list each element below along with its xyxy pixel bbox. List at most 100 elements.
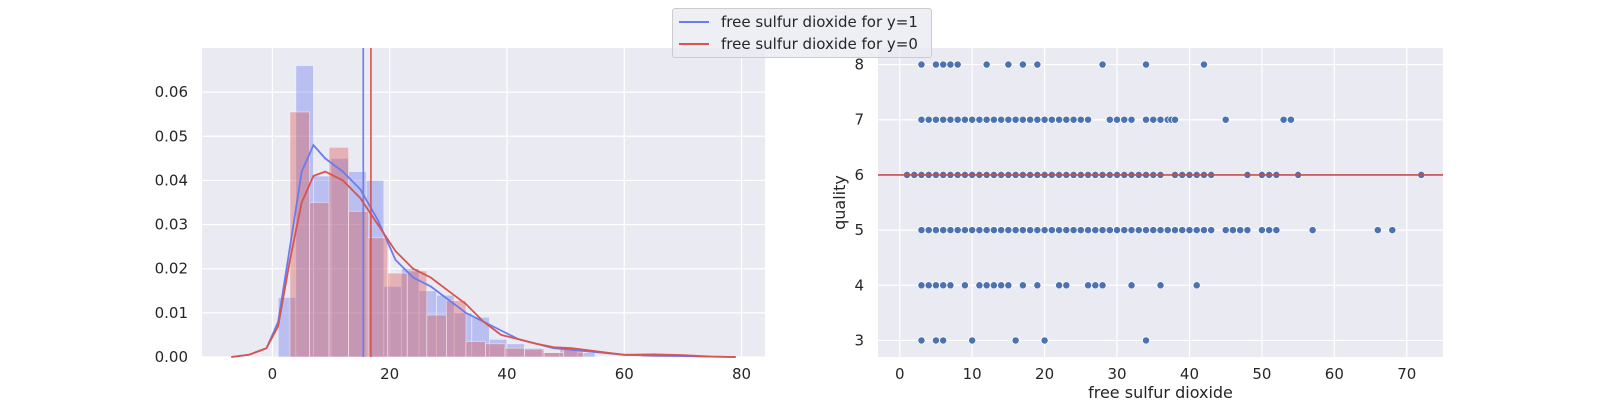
- scatter-point: [1178, 226, 1187, 235]
- y-tick-label: 7: [854, 111, 864, 129]
- scatter-point: [1011, 336, 1020, 345]
- scatter-point: [946, 226, 955, 235]
- y-tick-label: 0.00: [155, 348, 188, 366]
- scatter-point: [946, 60, 955, 69]
- hist-bar: [576, 352, 596, 358]
- scatter-point: [989, 226, 998, 235]
- scatter-point: [1156, 226, 1165, 235]
- scatter-point: [1149, 226, 1158, 235]
- scatter-point: [939, 60, 948, 69]
- scatter-point: [946, 281, 955, 290]
- hist-bar: [426, 314, 447, 358]
- x-tick-label: 40: [497, 365, 516, 383]
- scatter-point: [1018, 115, 1027, 124]
- scatter-point: [1084, 115, 1093, 124]
- x-tick-label: 60: [1325, 365, 1344, 383]
- scatter-point: [1026, 226, 1035, 235]
- scatter-point: [917, 60, 926, 69]
- y-tick-label: 0.02: [155, 260, 188, 278]
- scatter-point: [1171, 226, 1179, 235]
- scatter-point: [982, 281, 991, 290]
- scatter-point: [1069, 115, 1078, 124]
- scatter-point: [1388, 226, 1397, 235]
- scatter-point: [931, 281, 940, 290]
- scatter-point: [1069, 226, 1078, 235]
- scatter-point: [1113, 115, 1121, 124]
- scatter-point: [931, 226, 940, 235]
- scatter-point: [1033, 226, 1042, 235]
- y-tick-label: 3: [854, 331, 864, 349]
- scatter-panel: 0 10 20 30 40 50 60 70 3 4 5 6 7 8 free sulfur dioxide…: [830, 48, 1443, 400]
- y-tick-label: 6: [854, 166, 864, 184]
- scatter-point: [1084, 281, 1093, 290]
- scatter-point: [939, 115, 948, 124]
- scatter-point: [1076, 226, 1085, 235]
- x-tick-label: 70: [1397, 365, 1416, 383]
- legend-swatch-y1: [679, 21, 709, 23]
- scatter-point: [960, 281, 969, 290]
- scatter-point: [982, 115, 991, 124]
- scatter-point: [1033, 281, 1042, 290]
- scatter-point: [989, 281, 998, 290]
- x-tick-label: 60: [615, 365, 634, 383]
- scatter-point: [1156, 115, 1165, 124]
- scatter-point: [1200, 60, 1208, 69]
- scatter-point: [917, 115, 926, 124]
- x-tick-label: 30: [1107, 365, 1126, 383]
- scatter-point: [931, 336, 940, 345]
- scatter-point: [1062, 226, 1071, 235]
- scatter-point: [1243, 226, 1252, 235]
- hist-bar: [445, 300, 467, 358]
- scatter-point: [975, 226, 984, 235]
- scatter-point: [931, 115, 940, 124]
- scatter-point: [975, 281, 984, 290]
- scatter-point: [1120, 226, 1129, 235]
- kde-line: [231, 170, 736, 358]
- scatter-point: [917, 336, 926, 345]
- scatter-point: [1011, 115, 1020, 124]
- scatter-point: [939, 226, 948, 235]
- scatter-point: [1127, 115, 1136, 124]
- scatter-point: [968, 115, 977, 124]
- hist-bar: [387, 272, 408, 358]
- scatter-point: [946, 115, 955, 124]
- legend-label-y1: free sulfur dioxide for y=1: [721, 13, 918, 31]
- scatter-point: [1076, 115, 1085, 124]
- legend-label-y0: free sulfur dioxide for y=0: [721, 35, 918, 53]
- scatter-point: [1040, 226, 1049, 235]
- hist-bar: [309, 202, 330, 358]
- legend-item-y1: free sulfur dioxide for y=1: [679, 12, 918, 32]
- scatter-point: [1105, 115, 1114, 124]
- scatter-point: [1098, 226, 1107, 235]
- scatter-point: [1156, 281, 1165, 290]
- scatter-point: [1272, 226, 1281, 235]
- scatter-point: [1142, 226, 1150, 235]
- hist-bar: [289, 111, 310, 358]
- scatter-point: [1171, 115, 1179, 124]
- scatter-point: [939, 281, 948, 290]
- x-tick-label: 20: [1035, 365, 1054, 383]
- hist-bar: [485, 343, 506, 358]
- y-tick-label: 5: [854, 221, 864, 239]
- scatter-point: [1084, 226, 1093, 235]
- scatter-point: [1033, 115, 1042, 124]
- y-tick-label: 8: [854, 56, 864, 74]
- hist-bar: [504, 347, 525, 358]
- scatter-point: [968, 226, 977, 235]
- scatter-point: [1098, 281, 1107, 290]
- x-axis-label: free sulfur dioxide: [1088, 383, 1233, 400]
- scatter-point: [1105, 226, 1114, 235]
- scatter-point: [989, 115, 998, 124]
- scatter-point: [1098, 60, 1107, 69]
- scatter-point: [1004, 281, 1013, 290]
- legend-item-y0: free sulfur dioxide for y=0: [679, 34, 918, 54]
- scatter-point: [1127, 281, 1136, 290]
- scatter-point: [931, 60, 940, 69]
- hist-bar: [524, 348, 545, 358]
- x-tick-label: 0: [268, 365, 278, 383]
- scatter-point: [982, 226, 991, 235]
- scatter-point: [1026, 115, 1035, 124]
- scatter-point: [1004, 115, 1013, 124]
- scatter-point: [1120, 115, 1129, 124]
